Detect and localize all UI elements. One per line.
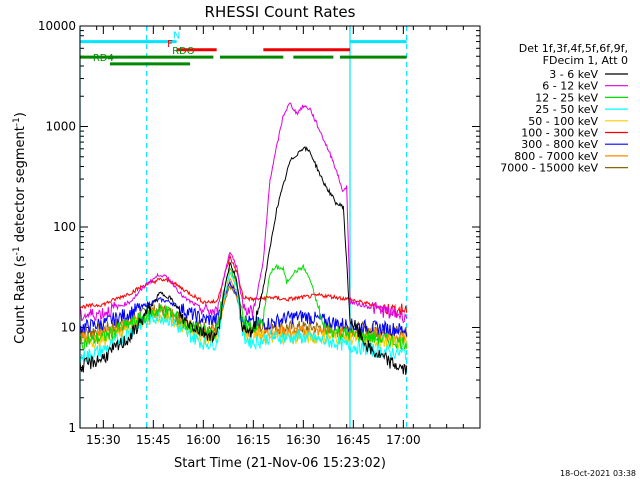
state-band-label: RDO [172, 46, 195, 57]
legend-entry-label: 7000 - 15000 keV [500, 162, 598, 175]
x-tick-label: 17:00 [386, 433, 421, 447]
legend-entry-label: 800 - 7000 keV [514, 150, 598, 163]
y-tick-label: 1 [68, 421, 76, 435]
legend-entry-label: 6 - 12 keV [542, 80, 598, 93]
legend-header: FDecim 1, Att 0 [543, 54, 628, 67]
y-tick-label: 1000 [45, 120, 76, 134]
legend: Det 1f,3f,4f,5f,6f,9f,FDecim 1, Att 03 -… [500, 42, 628, 175]
x-tick-label: 16:15 [236, 433, 271, 447]
x-tick-label: 16:00 [186, 433, 221, 447]
state-band-label: F [167, 39, 173, 50]
y-axis-label: Count Rate (s-1 detector segment-1) [12, 112, 28, 344]
series-line [79, 263, 408, 351]
state-band-label: N [173, 31, 180, 42]
series-line [79, 102, 408, 324]
legend-header: Det 1f,3f,4f,5f,6f,9f, [519, 42, 628, 55]
legend-entry-label: 25 - 50 keV [535, 103, 598, 116]
x-tick-label: 15:45 [136, 433, 171, 447]
series-lines [79, 102, 408, 375]
series-line [79, 146, 408, 375]
plot-frame [79, 25, 481, 429]
legend-entry-label: 12 - 25 keV [535, 91, 598, 104]
x-tick-label: 16:45 [336, 433, 371, 447]
x-tick-label: 15:30 [86, 433, 121, 447]
axis-ticks: 1 10 100 1000 10000 15:30 15:45 16:00 16:15 16:30… [38, 19, 481, 447]
chart-title: RHESSI Count Rates [205, 3, 356, 21]
time-markers [79, 26, 408, 428]
y-tick-label: 100 [53, 220, 76, 234]
y-tick-label: 10000 [38, 19, 76, 33]
date-stamp: 18-Oct-2021 03:38 [560, 469, 636, 478]
legend-entry-label: 100 - 300 keV [521, 127, 598, 140]
state-band-label: RD4 [93, 53, 114, 64]
x-axis-label: Start Time (21-Nov-06 15:23:02) [174, 456, 386, 471]
x-tick-label: 16:30 [286, 433, 321, 447]
y-tick-label: 10 [61, 321, 76, 335]
series-line [79, 253, 408, 318]
legend-entry-label: 300 - 800 keV [521, 138, 598, 151]
legend-entry-label: 3 - 6 keV [549, 68, 598, 81]
legend-entry-label: 50 - 100 keV [528, 115, 598, 128]
